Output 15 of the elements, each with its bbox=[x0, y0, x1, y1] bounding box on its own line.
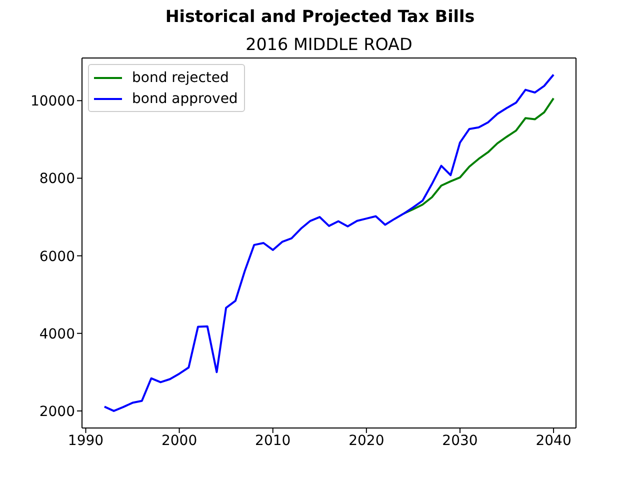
y-tick-label: 6000 bbox=[39, 248, 75, 265]
x-tick-label: 2040 bbox=[536, 432, 572, 449]
x-tick-label: 2030 bbox=[442, 432, 478, 449]
chart-subtitle: 2016 MIDDLE ROAD bbox=[244, 34, 414, 54]
y-tick-label: 2000 bbox=[39, 404, 75, 420]
y-tick-label: 4000 bbox=[39, 326, 75, 342]
chart-title: Historical and Projected Tax Bills bbox=[164, 6, 476, 26]
y-tick-label: 10000 bbox=[30, 94, 75, 110]
legend-label: bond approved bbox=[132, 90, 238, 106]
y-tick-label: 8000 bbox=[39, 171, 75, 188]
legend-label: bond rejected bbox=[132, 70, 229, 86]
x-tick-label: 2000 bbox=[161, 432, 198, 449]
x-tick-label: 2010 bbox=[255, 432, 291, 449]
x-tick-label: 1990 bbox=[68, 432, 104, 449]
x-tick-label: 2020 bbox=[348, 432, 384, 449]
